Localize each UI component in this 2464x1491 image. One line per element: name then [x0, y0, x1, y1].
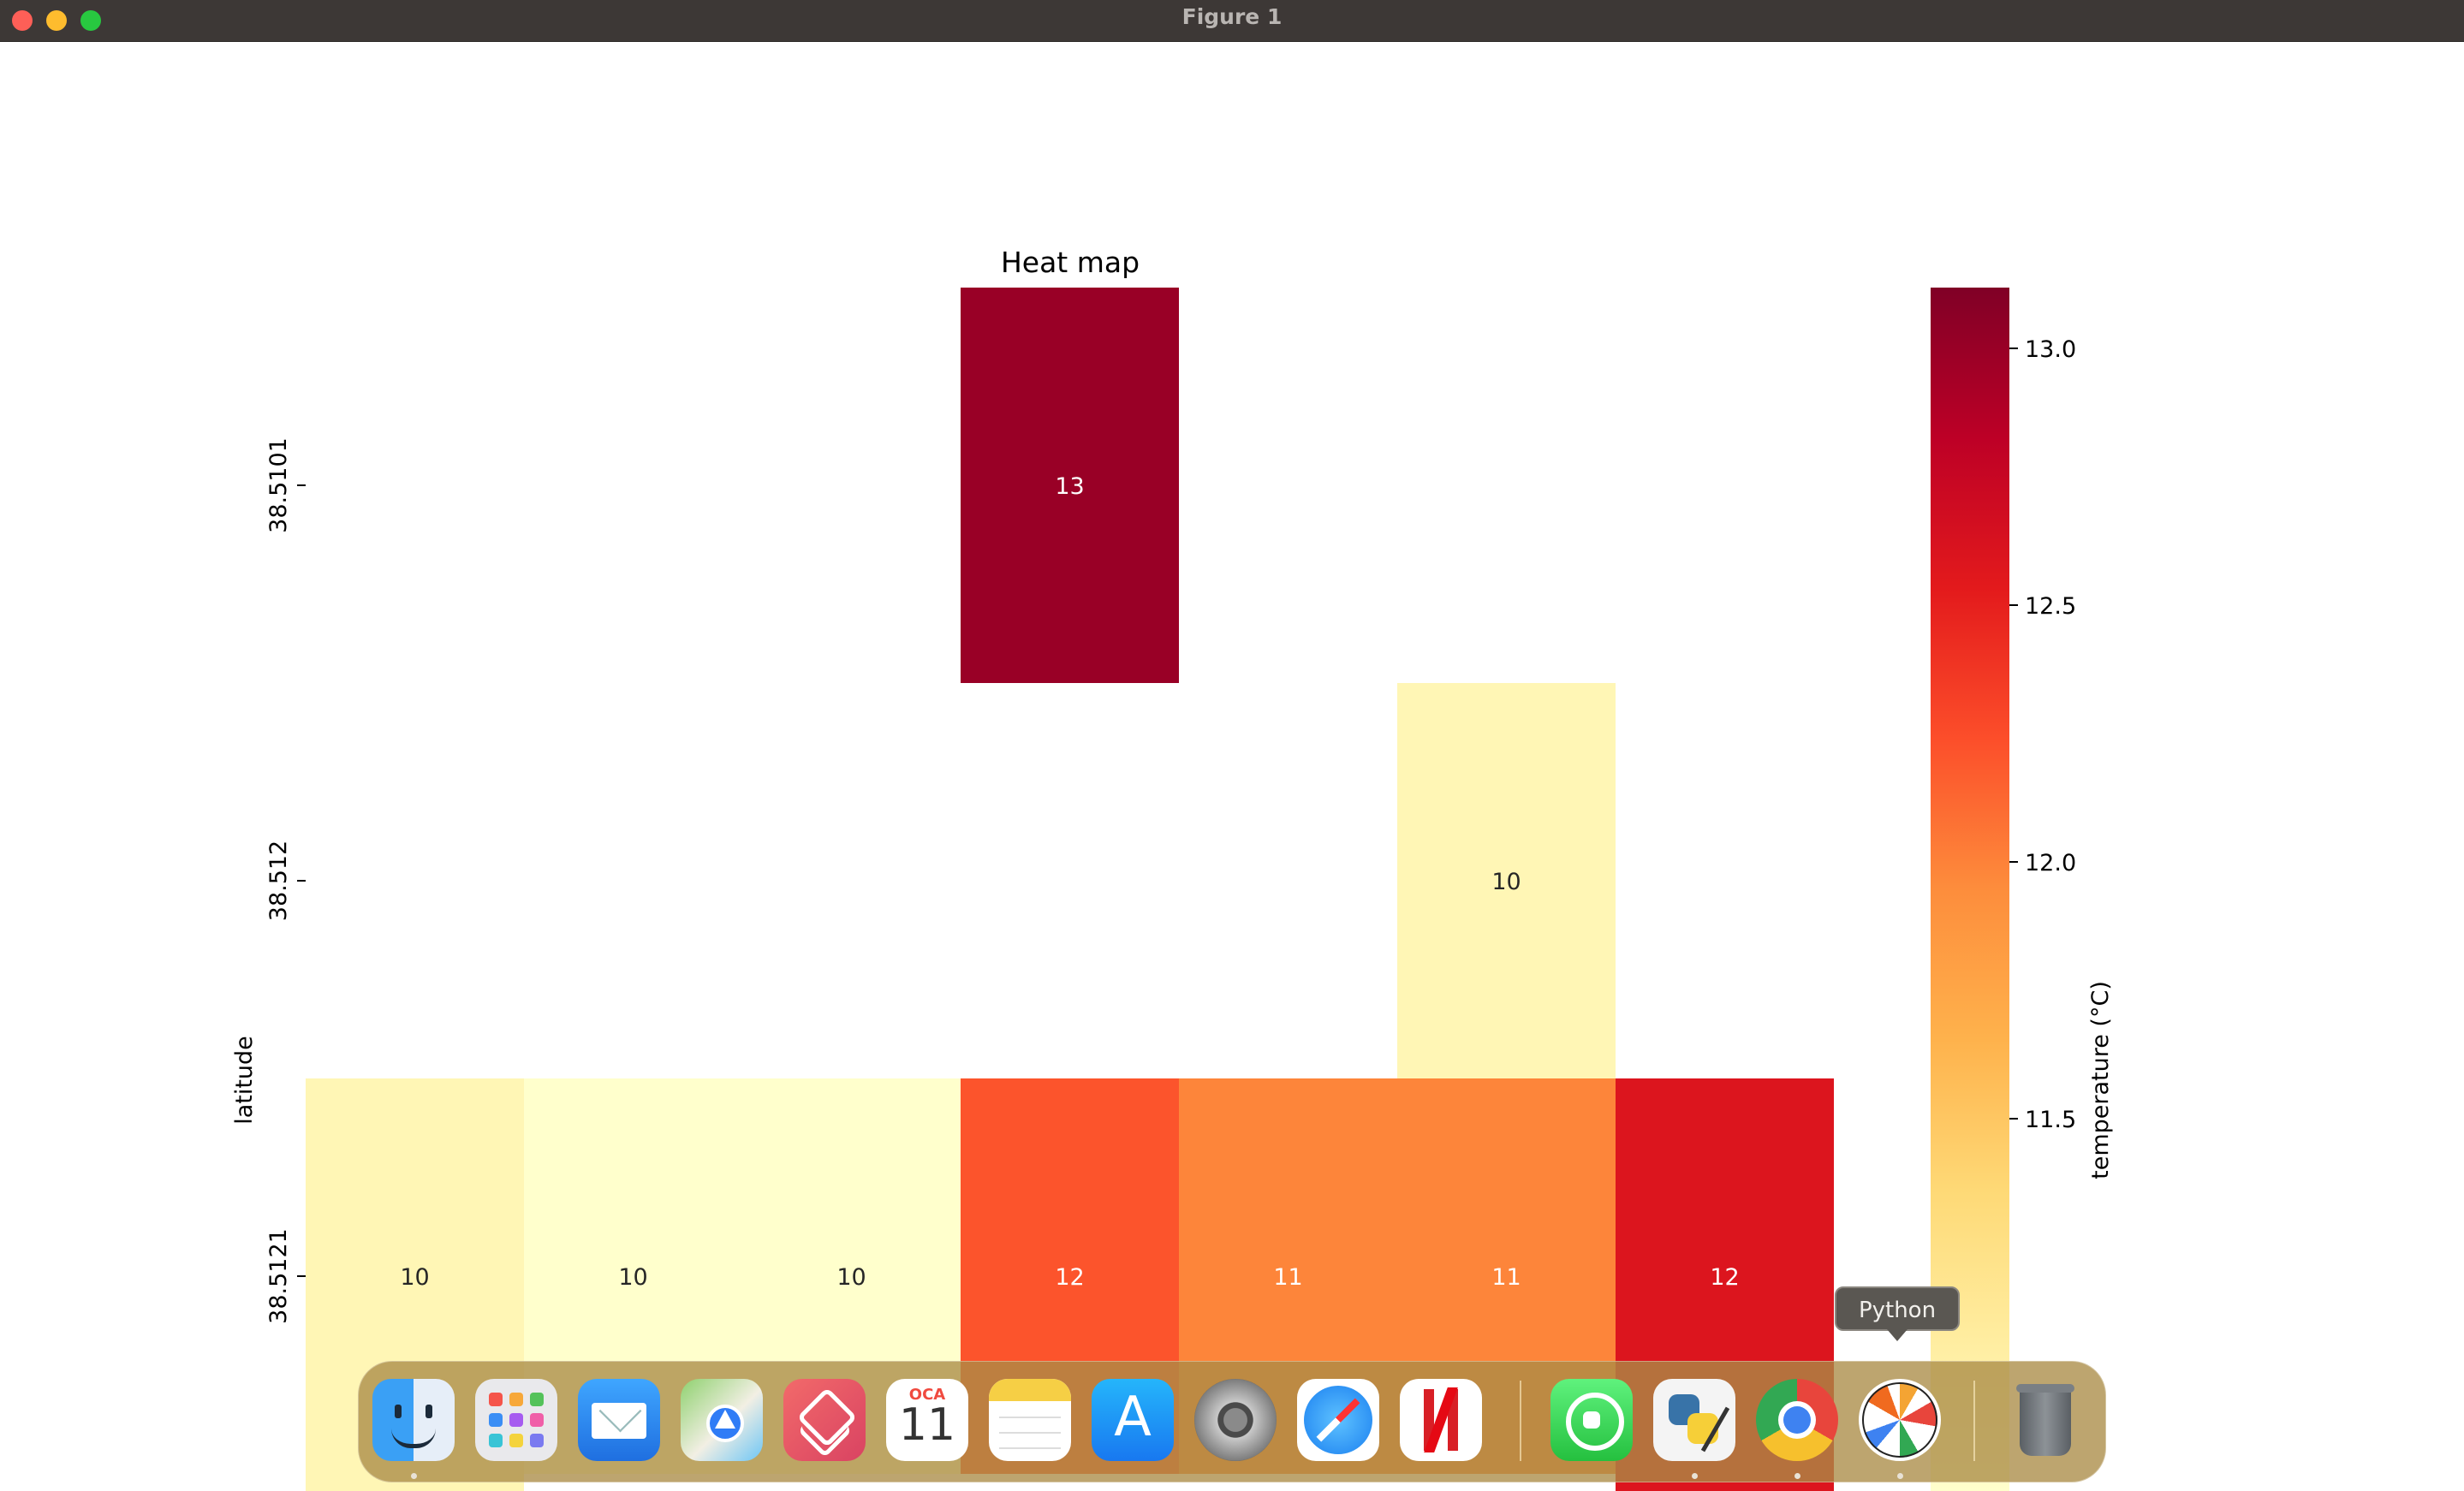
running-indicator: [1794, 1473, 1800, 1479]
launchpad-icon[interactable]: [475, 1379, 557, 1461]
cell-annotation: 12: [1055, 1264, 1084, 1291]
heatmap-cells: [306, 288, 1834, 1491]
chrome-icon[interactable]: [1756, 1379, 1838, 1461]
system-settings-icon[interactable]: [1194, 1379, 1277, 1461]
cell-annotation: 11: [1273, 1264, 1302, 1291]
running-indicator: [1692, 1473, 1698, 1479]
colorbar-label: temperature (°C): [2087, 981, 2114, 1179]
zoom-window-button[interactable]: [80, 10, 101, 31]
cell-annotation: 11: [1491, 1264, 1521, 1291]
cell-annotation: 10: [400, 1264, 429, 1291]
finder-icon[interactable]: [372, 1379, 455, 1461]
y-tick-label: 38.5121: [265, 1228, 292, 1324]
cell-annotation: 10: [1491, 869, 1521, 895]
maps-icon[interactable]: [681, 1379, 763, 1461]
y-axis-label: latitude: [231, 1036, 258, 1125]
y-tick-label: 38.512: [265, 841, 292, 921]
heatmap-annotations: 13 10 10 10 10 12 11 11 12: [400, 473, 1739, 1291]
trash-icon[interactable]: [2004, 1379, 2086, 1461]
colorbar-axis: 11.5 12.0 12.5 13.0: [2009, 336, 2076, 1133]
dock-separator: [1973, 1381, 1975, 1461]
heatmap-cell: [961, 288, 1179, 683]
dock-separator: [1520, 1381, 1521, 1461]
heatmap-cell: [1397, 683, 1616, 1078]
close-window-button[interactable]: [12, 10, 33, 31]
cell-annotation: 12: [1710, 1264, 1739, 1291]
notes-icon[interactable]: [989, 1379, 1071, 1461]
window-titlebar: Figure 1: [0, 0, 2464, 42]
netflix-icon[interactable]: [1400, 1379, 1482, 1461]
colorbar-tick-label: 11.5: [2025, 1107, 2076, 1133]
mail-icon[interactable]: [578, 1379, 660, 1461]
app-store-icon[interactable]: A: [1092, 1379, 1174, 1461]
python-figure-icon[interactable]: [1859, 1379, 1941, 1461]
colorbar-tick-label: 12.5: [2025, 593, 2076, 620]
running-indicator: [411, 1473, 417, 1479]
minimize-window-button[interactable]: [46, 10, 67, 31]
dock-tooltip: Python: [1835, 1286, 1960, 1331]
calendar-icon[interactable]: OCA 11: [886, 1379, 968, 1461]
y-tick-label: 38.5101: [265, 437, 292, 533]
cell-annotation: 10: [836, 1264, 866, 1291]
safari-icon[interactable]: [1297, 1379, 1379, 1461]
chart-title: Heat map: [1001, 246, 1140, 279]
window-title: Figure 1: [1181, 4, 1283, 29]
shortcuts-icon[interactable]: [783, 1379, 866, 1461]
cell-annotation: 10: [618, 1264, 647, 1291]
cell-annotation: 13: [1055, 473, 1084, 500]
colorbar-tick-label: 13.0: [2025, 336, 2076, 363]
python-launcher-icon[interactable]: [1653, 1379, 1735, 1461]
colorbar-tick-label: 12.0: [2025, 850, 2076, 876]
dock-tooltip-arrow: [1887, 1329, 1908, 1341]
y-axis: 38.5101 38.512 38.5121: [265, 437, 306, 1324]
running-indicator: [1897, 1473, 1903, 1479]
whatsapp-icon[interactable]: [1550, 1379, 1633, 1461]
dock: OCA 11 A: [358, 1361, 2106, 1482]
